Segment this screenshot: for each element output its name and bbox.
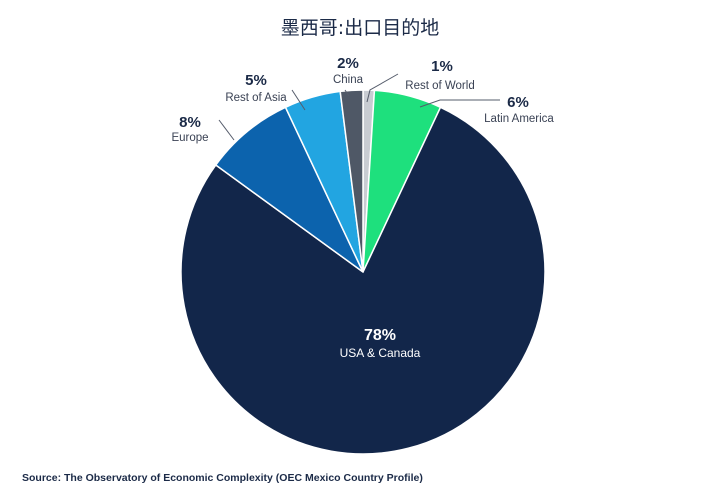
label-latin-america: 6% Latin America xyxy=(484,94,554,125)
pie-slice-usa-canada xyxy=(180,106,546,455)
source-note: Source: The Observatory of Economic Comp… xyxy=(22,472,423,484)
cat-rest-of-asia: Rest of Asia xyxy=(225,92,287,104)
pct-china: 2% xyxy=(337,55,359,72)
leader-lines xyxy=(218,73,500,141)
cat-usa-canada: USA & Canada xyxy=(340,346,421,360)
label-china: 2% China xyxy=(333,55,364,86)
pct-europe: 8% xyxy=(179,114,201,131)
pct-usa-canada: 78% xyxy=(364,327,396,344)
pct-latin-america: 6% xyxy=(507,94,529,111)
cat-rest-of-world: Rest of World xyxy=(405,80,474,92)
pct-rest-of-asia: 5% xyxy=(245,72,267,89)
pie-slices xyxy=(180,89,546,455)
cat-china: China xyxy=(333,74,364,86)
pie-slice-europe xyxy=(214,106,364,273)
chart-title: 墨西哥:出口目的地 xyxy=(281,17,439,39)
pie-slice-china xyxy=(339,89,364,273)
label-rest-of-world: 1% Rest of World xyxy=(405,58,474,92)
label-usa-canada: 78% USA & Canada xyxy=(340,327,421,360)
cat-europe-label: Europe xyxy=(171,132,208,144)
cat-latin-america: Latin America xyxy=(484,113,554,125)
label-rest-of-asia: 5% Rest of Asia xyxy=(225,72,287,104)
label-europe: 8% Rest of Asia Europe xyxy=(171,114,208,144)
pct-rest-of-world: 1% xyxy=(431,58,453,75)
